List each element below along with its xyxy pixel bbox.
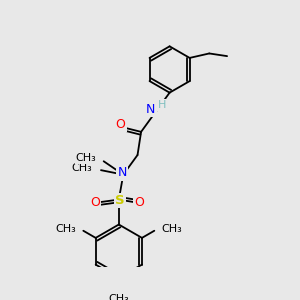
Text: O: O: [90, 196, 100, 209]
Text: O: O: [134, 196, 144, 209]
Text: CH₃: CH₃: [108, 294, 129, 300]
Text: CH₃: CH₃: [71, 164, 92, 173]
Text: N: N: [146, 103, 156, 116]
Text: CH₃: CH₃: [161, 224, 182, 234]
Text: CH₃: CH₃: [76, 153, 97, 163]
Text: N: N: [118, 166, 127, 179]
Text: S: S: [115, 194, 124, 207]
Text: CH₃: CH₃: [56, 224, 76, 234]
Text: O: O: [116, 118, 125, 131]
Text: H: H: [158, 100, 167, 110]
